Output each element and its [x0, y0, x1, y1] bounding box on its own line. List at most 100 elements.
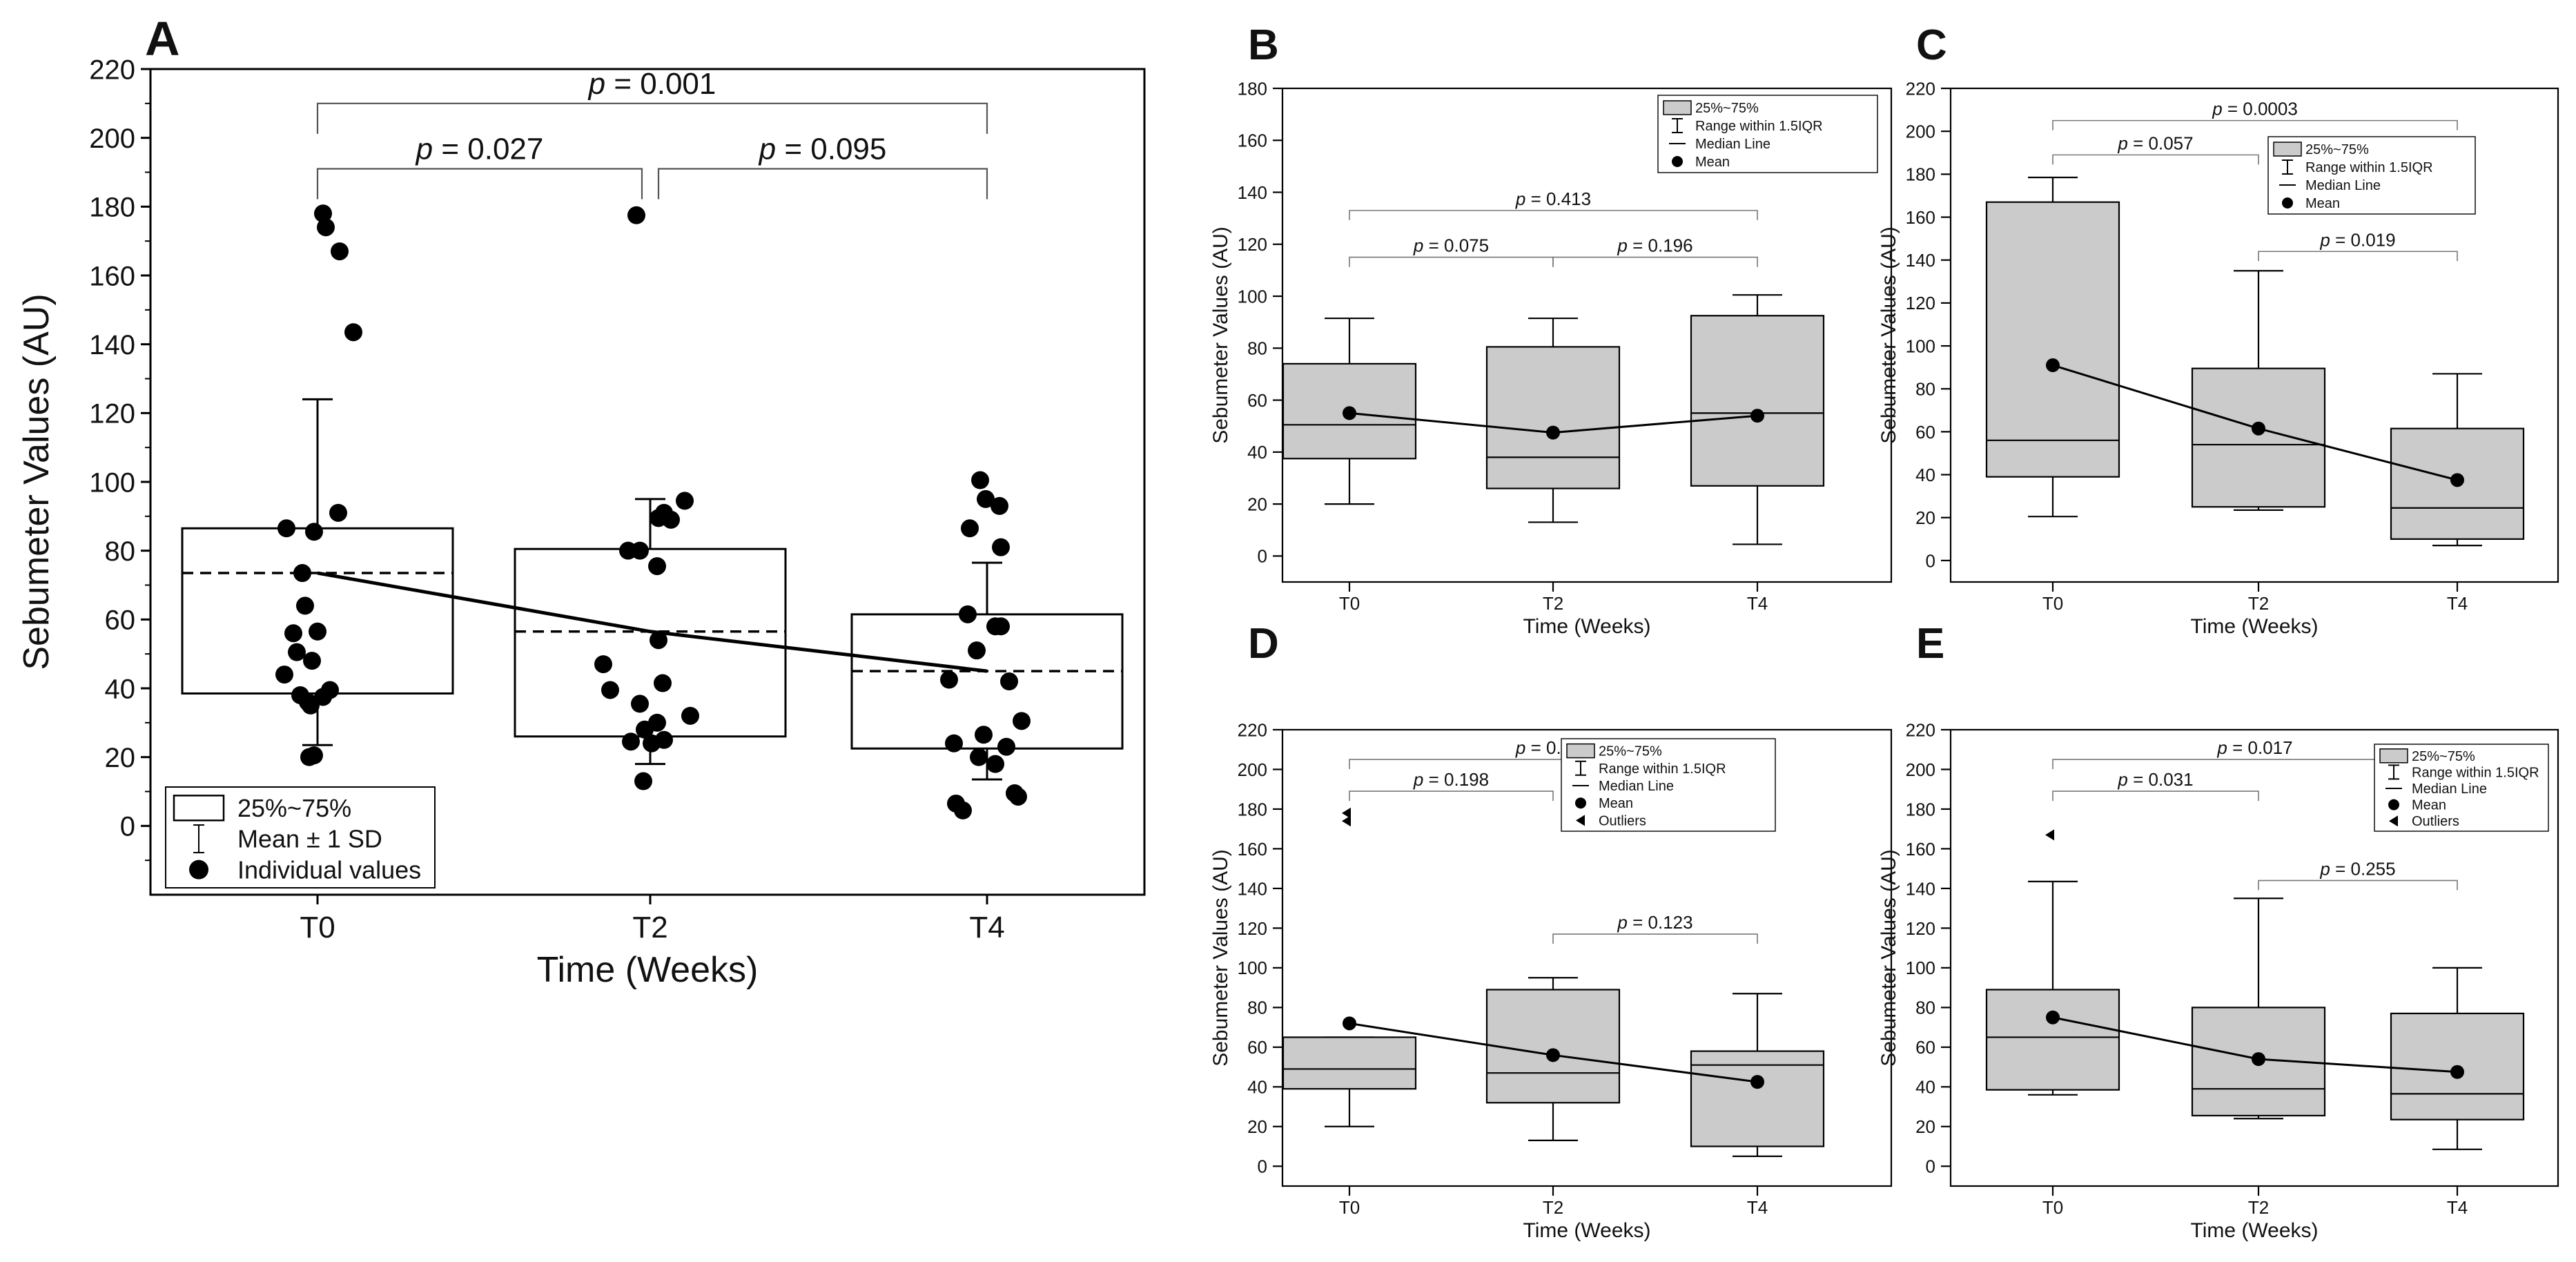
significance-bracket: [2258, 880, 2458, 891]
box-t2: [1485, 977, 1621, 1142]
individual-value-point: [293, 564, 311, 583]
individual-value-point: [275, 666, 293, 684]
plot-frame: [1949, 728, 2559, 1187]
legend-label: Median Line: [1599, 779, 1674, 794]
legend-frame: [1561, 738, 1776, 832]
legend-label: 25%~75%: [1695, 101, 1759, 116]
y-tick-label: 100: [89, 467, 135, 498]
y-tick-label: 0: [1926, 1156, 1935, 1177]
y-tick-label: 180: [1906, 799, 1935, 819]
significance-bracket: [1349, 256, 1554, 267]
y-tick-label: 120: [1238, 918, 1267, 939]
panel-d: D 0 20 40 60 80 100 120 140 160 180 200 220 T0 T2 T4 Tim…: [1209, 620, 1893, 1242]
iqr-box: [1282, 1036, 1417, 1090]
y-tick-label: 180: [1238, 78, 1267, 99]
x-tick-label: T4: [1747, 1197, 1768, 1218]
legend-label: 25%~75%: [237, 794, 351, 822]
y-axis-label: Sebumeter Values (AU): [1877, 849, 1900, 1067]
individual-value-point: [650, 631, 667, 650]
outlier-marker: [1342, 807, 1351, 819]
x-tick-label: T0: [2042, 1197, 2063, 1218]
x-tick-label: T4: [1747, 593, 1768, 614]
individual-value-point: [954, 801, 972, 819]
individual-value-point: [1009, 787, 1027, 806]
outlier-marker: [2045, 829, 2054, 841]
y-tick-label: 60: [105, 605, 136, 636]
individual-value-point: [302, 696, 320, 715]
significance-bracket: [316, 102, 988, 134]
legend-label: 25%~75%: [1599, 744, 1662, 759]
mean-point: [2450, 1065, 2464, 1079]
legend-label: 25%~75%: [2412, 749, 2475, 764]
mean-point: [2252, 421, 2265, 436]
individual-value-point: [991, 496, 1008, 515]
y-tick-label: 220: [1906, 719, 1935, 740]
p-value-label: p = 0.196: [1617, 235, 1692, 256]
y-tick-label: 200: [1238, 759, 1267, 780]
significance-bracket: [1552, 933, 1758, 944]
legend-box-icon: [2379, 748, 2408, 764]
box-t2: [2191, 897, 2326, 1120]
individual-value-point: [631, 541, 649, 560]
individual-value-point: [284, 624, 302, 643]
panel-letter: A: [145, 12, 180, 66]
x-axis-label: Time (Weeks): [537, 950, 759, 990]
x-tick-label: T4: [2447, 593, 2468, 614]
iqr-box: [1282, 362, 1417, 460]
individual-value-point: [945, 734, 963, 753]
mean-point: [1343, 1016, 1356, 1031]
y-tick-label: 180: [1906, 164, 1935, 185]
y-axis-label: Sebumeter Values (AU): [1877, 226, 1900, 444]
iqr-box: [1485, 346, 1621, 489]
y-tick-label: 120: [1906, 918, 1935, 939]
legend-dot-icon: [2388, 799, 2399, 810]
iqr-box: [2191, 367, 2326, 508]
p-value-label: p = 0.413: [1515, 188, 1591, 209]
p-value-label: p = 0.255: [2319, 858, 2395, 879]
p-value-label: p = 0.075: [1413, 235, 1489, 256]
x-tick-label: T2: [1543, 1197, 1563, 1218]
y-tick-label: 100: [1238, 958, 1267, 978]
iqr-box: [1485, 989, 1621, 1104]
individual-value-point: [986, 755, 1004, 773]
individual-value-point: [940, 670, 958, 689]
box-t0: [1282, 317, 1417, 505]
x-axis-label: Time (Weeks): [1523, 615, 1650, 638]
y-axis-label: Sebumeter Values (AU): [1209, 226, 1232, 444]
y-tick-label: 40: [1247, 1077, 1267, 1098]
outlier-marker: [1342, 815, 1351, 827]
legend-label: Outliers: [2412, 814, 2459, 829]
y-tick-label: 180: [1238, 799, 1267, 819]
legend-whisker-icon: [193, 824, 204, 853]
individual-value-point: [300, 748, 318, 766]
mean-point: [2046, 358, 2060, 373]
y-tick-label: 200: [89, 124, 135, 154]
x-tick-label: T2: [2248, 1197, 2269, 1218]
legend-label: Range within 1.5IQR: [1599, 761, 1726, 777]
y-tick-label: 100: [1906, 958, 1935, 978]
individual-value-point: [977, 489, 995, 508]
x-tick-label: T4: [969, 911, 1004, 944]
legend-box-icon: [2273, 142, 2302, 157]
y-tick-label: 80: [1247, 998, 1267, 1018]
legend-box-icon: [173, 795, 225, 822]
individual-value-point: [631, 695, 649, 713]
y-tick-label: 40: [105, 674, 136, 704]
mean-trend-line: [317, 571, 988, 673]
y-tick-label: 100: [1906, 336, 1935, 356]
legend-label: Mean: [1695, 155, 1730, 170]
y-tick-label: 40: [1247, 442, 1267, 463]
significance-bracket: [2052, 154, 2259, 165]
y-tick-label: 160: [1906, 839, 1935, 860]
y-tick-label: 120: [1238, 234, 1267, 255]
individual-value-point: [654, 674, 672, 692]
panel-letter: D: [1248, 620, 1279, 668]
iqr-box: [850, 613, 1124, 750]
individual-value-point: [329, 503, 347, 522]
individual-value-point: [317, 218, 335, 237]
legend-box-icon: [1663, 100, 1692, 115]
panel-a: A 0 20 40 60 80 100 120 140 160 180 200 220 T0 T2 T4 Tim…: [17, 12, 1146, 990]
